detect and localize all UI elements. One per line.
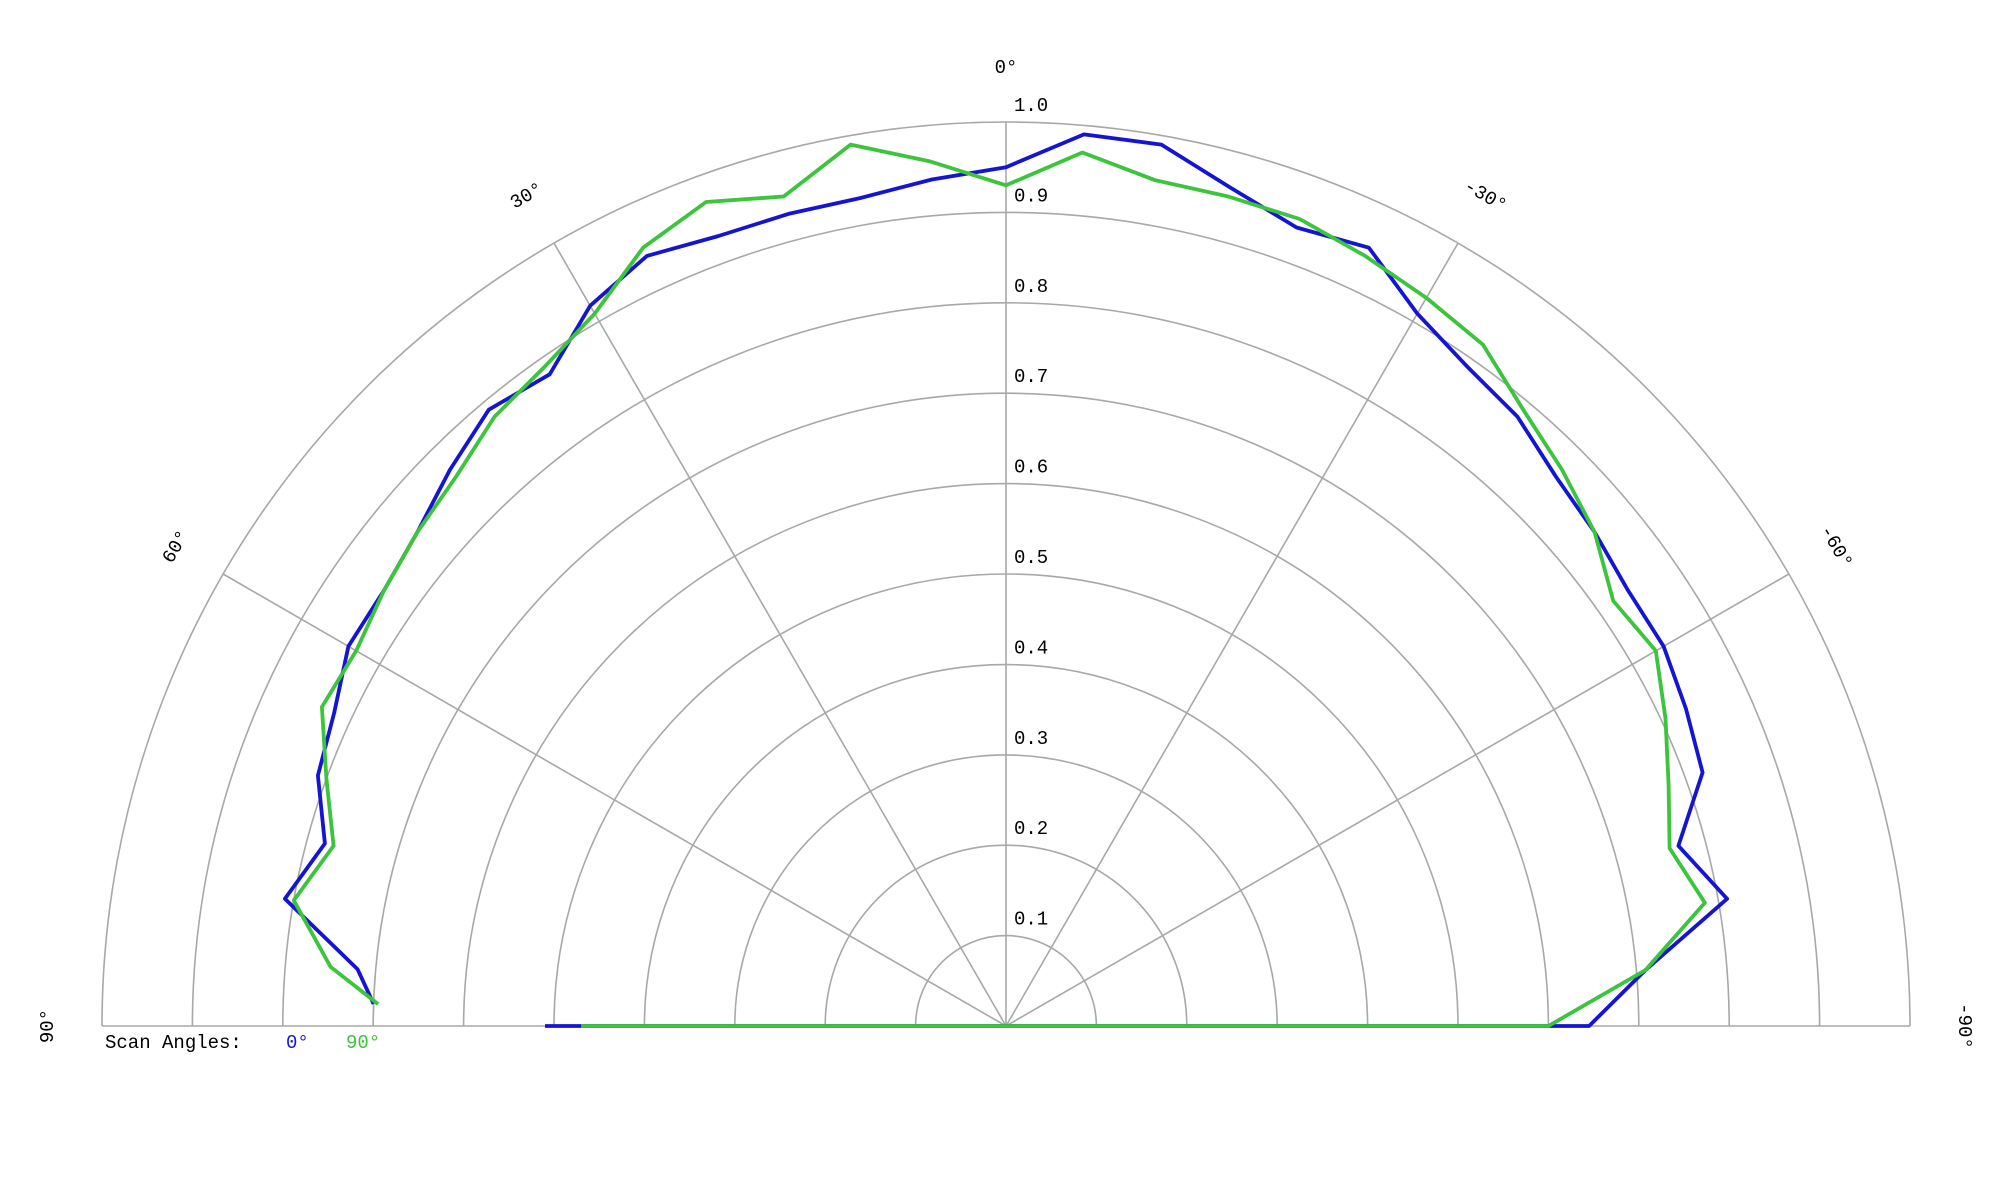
grid-spoke xyxy=(1005,242,1459,1027)
legend-entry: 0° xyxy=(286,1032,309,1054)
r-tick-label: 0.3 xyxy=(1014,728,1048,750)
grid-spoke xyxy=(222,573,1007,1027)
angle-tick-label: 90° xyxy=(37,1009,59,1043)
angle-tick-label: 0° xyxy=(995,57,1018,79)
series-line xyxy=(283,132,1729,1028)
angle-tick-label: -60° xyxy=(1815,522,1857,572)
r-tick-label: 1.0 xyxy=(1014,95,1048,117)
r-tick-label: 0.8 xyxy=(1014,276,1048,298)
grid-spoke xyxy=(1005,573,1790,1027)
angle-tick-label: 30° xyxy=(507,178,548,214)
angle-tick-label: 60° xyxy=(158,527,194,568)
angle-tick-label: -90° xyxy=(1953,1003,1975,1049)
r-tick-label: 0.2 xyxy=(1014,818,1048,840)
r-tick-label: 0.5 xyxy=(1014,547,1048,569)
r-tick-label: 0.4 xyxy=(1014,637,1048,659)
r-tick-label: 0.9 xyxy=(1014,185,1048,207)
legend-title: Scan Angles: xyxy=(105,1032,242,1054)
r-tick-label: 0.6 xyxy=(1014,457,1048,479)
series-line xyxy=(291,142,1707,1028)
r-tick-label: 0.1 xyxy=(1014,909,1048,931)
angle-tick-label: -30° xyxy=(1460,175,1510,217)
r-tick-label: 0.7 xyxy=(1014,366,1048,388)
legend-entry: 90° xyxy=(346,1032,380,1054)
grid-spoke xyxy=(553,242,1007,1027)
